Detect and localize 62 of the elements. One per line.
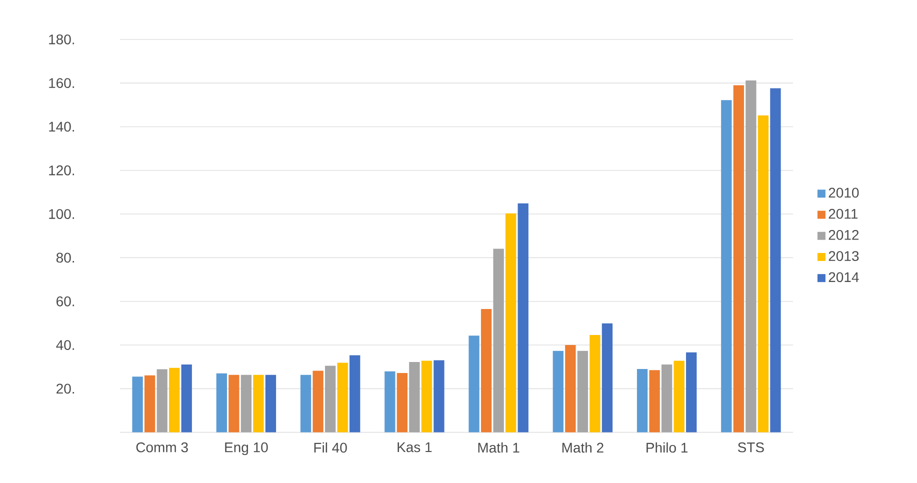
bar	[144, 375, 156, 432]
legend-label: 2013	[828, 251, 859, 262]
bar	[253, 374, 264, 432]
y-tick-label: 100.	[49, 209, 74, 219]
legend-label: 2011	[828, 208, 858, 219]
y-tick-label: 80.	[56, 252, 74, 263]
bar	[506, 213, 516, 432]
bar	[733, 85, 744, 432]
x-tick-label: STS	[738, 442, 764, 452]
bar	[132, 376, 143, 432]
y-tick-label: 120.	[49, 165, 74, 176]
bar	[636, 369, 648, 432]
x-tick-label: Kas 1	[398, 442, 432, 452]
y-tick-label: 60.	[56, 296, 74, 306]
bar	[228, 374, 240, 432]
y-tick-label: 20.	[56, 384, 74, 394]
bar	[181, 364, 192, 432]
x-tick-label: Fil 40	[314, 442, 347, 453]
bar	[552, 350, 564, 432]
bar	[468, 336, 480, 432]
bar	[661, 364, 672, 432]
bar	[265, 374, 276, 432]
x-tick-label: Math 1	[478, 442, 520, 453]
bar	[480, 308, 492, 432]
bar	[590, 334, 600, 432]
bar	[216, 373, 227, 432]
bar	[770, 88, 781, 432]
bar	[649, 370, 660, 432]
bar	[674, 360, 684, 432]
bar	[721, 100, 732, 432]
bar	[577, 350, 588, 432]
bar	[300, 374, 312, 432]
bar	[384, 371, 396, 432]
bar	[746, 80, 756, 432]
x-tick-label: Math 2	[562, 442, 604, 453]
bar	[169, 368, 180, 432]
bar	[240, 374, 252, 432]
legend-label: 2012	[828, 230, 859, 240]
y-tick-label: 160.	[49, 78, 74, 88]
bar	[493, 248, 504, 432]
bar	[396, 372, 408, 432]
legend-label: 2014	[828, 272, 859, 282]
bar	[686, 352, 697, 432]
x-tick-label: Philo 1	[646, 442, 688, 453]
bar	[518, 203, 528, 432]
y-tick-label: 180.	[49, 34, 74, 44]
x-tick-label: Eng 10	[225, 442, 268, 456]
bar	[337, 362, 348, 432]
bar	[421, 360, 432, 432]
bar	[312, 370, 324, 432]
y-tick-label: 40.	[56, 340, 74, 350]
bar	[156, 369, 168, 432]
y-tick-label: 140.	[49, 122, 74, 132]
bar	[324, 366, 336, 432]
bar	[350, 355, 360, 432]
legend-label: 2010	[828, 188, 859, 198]
bar	[602, 323, 613, 432]
bar	[758, 115, 769, 432]
bar	[409, 362, 420, 432]
bar	[565, 345, 576, 432]
x-tick-label: Comm 3	[136, 442, 188, 452]
bar	[434, 360, 444, 432]
